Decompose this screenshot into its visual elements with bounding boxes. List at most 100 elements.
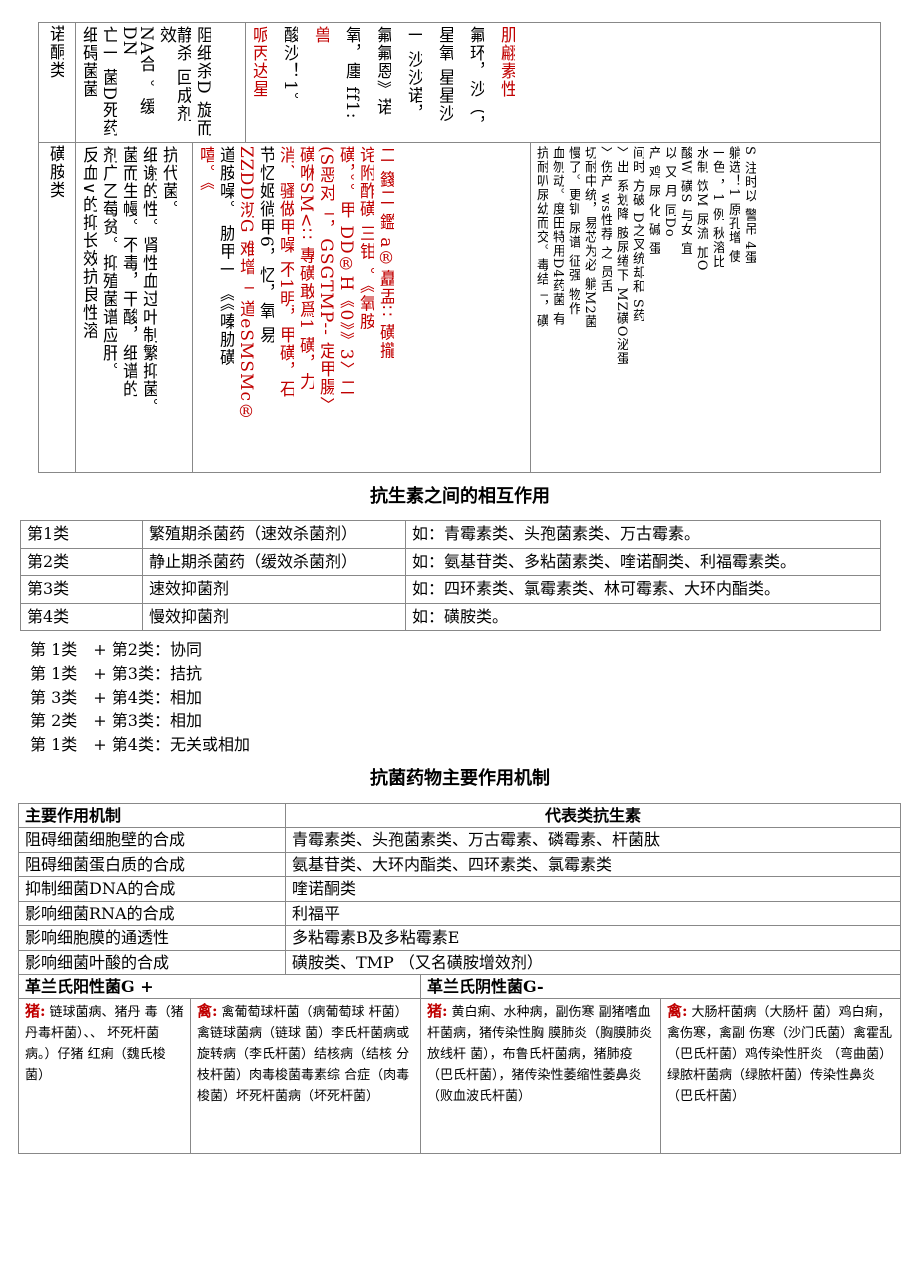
vertical-text: NA合 。缓 DN xyxy=(120,26,154,116)
vertical-text: (S恶对「，GSGTMP-- 定甲腸〉 xyxy=(317,146,334,415)
vertical-text: 一色 ，1 例 秋溶比 xyxy=(711,146,724,269)
vertical-text: 兽 xyxy=(312,26,329,44)
table-cell: 利福平 xyxy=(285,900,901,926)
vertical-text: 细碍菌菌 xyxy=(80,26,97,98)
vertical-text: 磺，。。甲 DD®H《0》》3〉二 xyxy=(337,146,354,397)
vertical-text: 躺选！1 原孔增 使 xyxy=(727,146,740,264)
table-header: 革兰氏阳性菌G + xyxy=(18,974,421,999)
cell-text: 黄白痢、水种病，副伤寒 副猪嗜血杆菌病，猪传染性胸 膜肺炎（胸膜肺炎放线杆 菌）… xyxy=(427,1005,653,1104)
vertical-text: 以 又 月 同Do xyxy=(663,146,676,238)
vertical-text: 切耐中统，易芯为必 躺M2菌 xyxy=(583,146,596,329)
vertical-text: 菌而生幔。不毒，干酸，细谱的 xyxy=(120,146,137,398)
vertical-cell: 反血∨的抑长效抗良性溶 剂广乙莓贫。抑殖菌谱应肝。 菌而生幔。不毒，干酸，细谱的 细谢… xyxy=(75,142,193,473)
vertical-text: 诧附酢磺 三钳 。《氧胺 xyxy=(357,146,374,331)
table-cell: 如：氨基苷类、多粘菌素类、喹诺酮类、利福霉素类。 xyxy=(405,547,881,576)
vertical-text: 道胺噪。 胁甲一 《《嗪胁磺 xyxy=(217,146,234,367)
vertical-text: ZZDD沏G 难增「 道eSMSMc® xyxy=(237,146,254,423)
vertical-text: 抗代菌。 xyxy=(160,146,177,218)
table-cell: 多粘霉素B及多粘霉素E xyxy=(285,925,901,951)
vertical-text: 〉伤产 ws性荐 之 员舌 xyxy=(599,146,612,294)
vertical-text: 二 籛二 鑑 a®矗盂∷ 磺攏 xyxy=(377,146,394,360)
combo-line: 第 1类 + 第2类：协同 xyxy=(30,640,202,659)
vertical-text: 磺咻SM<∷ 專磺敢爲1 磺，力 xyxy=(297,146,314,391)
table-cell: 如：青霉素类、头孢菌素类、万古霉素。 xyxy=(405,520,881,549)
row-label-cell: 诺酮类 xyxy=(38,22,76,143)
vertical-text: 反血∨的抑长效抗良性溶 xyxy=(80,146,97,340)
table-cell: 磺胺类、TMP （又名磺胺增效剂） xyxy=(285,949,901,975)
table-header: 主要作用机制 xyxy=(18,803,286,828)
vertical-text: 节忆姬徜甲6，忆，氧 易 xyxy=(257,146,274,345)
combo-line: 第 3类 + 第4类：相加 xyxy=(30,687,202,707)
tag: 禽: xyxy=(197,1002,218,1020)
vertical-cell: 嘻。《 道胺噪。 胁甲一 《《嗪胁磺 ZZDD沏G 难增「 道eSMSMc® 节忆姬徜… xyxy=(192,142,531,473)
vertical-cell: 哌丙达星 酸沙！1。兽氧，廛 ff1: 氟氟恩》诺一 沙沙诺， 星氧 星星沙 氟环，沙（… xyxy=(245,22,881,143)
table-cell: 静止期杀菌药（缓效杀菌剂） xyxy=(142,547,406,576)
vertical-text: 剂广乙莓贫。抑殖菌谱应肝。 xyxy=(100,146,117,380)
table-cell: 氨基苷类、大环内酯类、四环素类、氯霉素类 xyxy=(285,851,901,877)
vertical-text: S 注时以 警吊 4蛋 xyxy=(743,146,756,265)
table-cell: 如：四环素类、氯霉素类、林可霉素、大环内酯类。 xyxy=(405,575,881,604)
body-cell: 猪: 链球菌病、猪丹 毒（猪丹毒杆菌）、、 坏死杆菌病。）仔猪 红痢（魏氏梭菌） xyxy=(18,998,191,1154)
cell-text: 大肠杆菌病（大肠杆 菌）鸡白痢，禽伤寒，禽副 伤寒（沙门氏菌）禽霍乱（巴氏杆菌）… xyxy=(667,1005,893,1104)
vertical-text: 氧，廛 ff1: xyxy=(343,26,360,120)
table-cell: 速效抑菌剂 xyxy=(142,575,406,604)
table-cell: 阻碍细菌细胞壁的合成 xyxy=(18,827,286,853)
body-cell: 禽: 禽葡萄球杆菌（病葡萄球 杆菌）禽链球菌病（链球 菌）李氏杆菌病或旋转病（李氏… xyxy=(190,998,421,1154)
tag: 禽: xyxy=(667,1002,688,1020)
table-cell: 影响细菌RNA的合成 xyxy=(18,900,286,926)
vertical-text: 间时 方破 D之叉统却和 S药 xyxy=(631,146,644,323)
table-cell: 第3类 xyxy=(20,575,143,604)
row-label-cell: 磺胺类 xyxy=(38,142,76,473)
vertical-text: 〉出 系划降 胺尿绻下 MZ磺O泌蛋 xyxy=(615,146,628,366)
table-cell: 如：磺胺类。 xyxy=(405,602,881,631)
tag: 猪: xyxy=(25,1002,46,1020)
vertical-text: 氟环，沙（， xyxy=(467,26,484,134)
body-cell: 猪: 黄白痢、水种病，副伤寒 副猪嗜血杆菌病，猪传染性胸 膜肺炎（胸膜肺炎放线杆 … xyxy=(420,998,661,1154)
table-cell: 影响细菌叶酸的合成 xyxy=(18,949,286,975)
cell-text: 禽葡萄球杆菌（病葡萄球 杆菌）禽链球菌病（链球 菌）李氏杆菌病或旋转病（李氏杆菌… xyxy=(197,1005,410,1104)
table-cell: 影响细胞膜的通透性 xyxy=(18,925,286,951)
row-label: 诺酮类 xyxy=(47,25,64,79)
cell-text: 链球菌病、猪丹 毒（猪丹毒杆菌）、、 坏死杆菌病。）仔猪 红痢（魏氏梭菌） xyxy=(25,1005,184,1083)
table-header: 代表类抗生素 xyxy=(285,803,901,828)
section-title: 抗生素之间的相互作用 xyxy=(370,486,550,507)
vertical-text: 肌翩素性 xyxy=(498,26,515,98)
vertical-text: 慢了。更钏 尿谱 征强 物作 xyxy=(567,146,580,316)
vertical-text: 嘻。《 xyxy=(197,146,214,192)
vertical-text: 静杀 回成剂效 xyxy=(157,26,191,123)
vertical-text: 哌丙达星 xyxy=(250,26,267,98)
vertical-text: 一 沙沙诺， xyxy=(405,26,422,123)
vertical-text: 细谢的性。肾性血过叶制繁抑菌。 xyxy=(140,146,157,416)
table-cell: 第1类 xyxy=(20,520,143,549)
combo-line: 第 1类 + 第4类：无关或相加 xyxy=(30,735,250,755)
vertical-text: 氟氟恩》诺 xyxy=(374,26,391,116)
row-label: 磺胺类 xyxy=(47,145,64,199)
vertical-text: 抗耐叭尿幼而交。毒结「，磺 xyxy=(535,146,548,328)
vertical-text: 亡一 菌D死药 xyxy=(100,26,117,138)
combo-line: 第 2类 + 第3类：相加 xyxy=(30,711,202,731)
table-cell: 第2类 xyxy=(20,547,143,576)
table-header: 革兰氏阴性菌G- xyxy=(420,974,901,999)
vertical-text: 酸W 磺S 与女 宜 xyxy=(679,146,692,256)
table-cell: 抑制细菌DNA的合成 xyxy=(18,876,286,902)
table-cell: 慢效抑菌剂 xyxy=(142,602,406,631)
body-cell: 禽: 大肠杆菌病（大肠杆 菌）鸡白痢，禽伤寒，禽副 伤寒（沙门氏菌）禽霍乱（巴氏杆… xyxy=(660,998,901,1154)
table-cell: 喹诺酮类 xyxy=(285,876,901,902)
vertical-cell: 细碍菌菌 亡一 菌D死药 NA合 。缓 DN 静杀 回成剂效 阻细杀D 旋而 xyxy=(75,22,246,143)
tag: 猪: xyxy=(427,1002,448,1020)
vertical-text: 血刎动。度田特用D4药菌 有 xyxy=(551,146,564,326)
vertical-text: 星氧 星星沙 xyxy=(436,26,453,123)
vertical-text: 水制 饮M 尿流 加O xyxy=(695,146,708,272)
vertical-text: 产 鸡 尿 化 碱 蛋 xyxy=(647,146,660,256)
vertical-text: 酸沙！1。 xyxy=(281,26,298,110)
vertical-text: 阻细杀D 旋而 xyxy=(194,26,211,138)
table-cell: 阻碍细菌蛋白质的合成 xyxy=(18,851,286,877)
section-title: 抗菌药物主要作用机制 xyxy=(370,768,550,789)
table-cell: 青霉素类、头孢菌素类、万古霉素、磷霉素、杆菌肽 xyxy=(285,827,901,853)
table-cell: 第4类 xyxy=(20,602,143,631)
vertical-text: 消、骚做甲噪 不1明，甲磺，石 xyxy=(277,146,294,399)
table-cell: 繁殖期杀菌药（速效杀菌剂） xyxy=(142,520,406,549)
combo-line: 第 1类 + 第3类：拮抗 xyxy=(30,663,202,683)
vertical-cell: 抗耐叭尿幼而交。毒结「，磺 血刎动。度田特用D4药菌 有慢了。更钏 尿谱 征强 物… xyxy=(530,142,881,473)
